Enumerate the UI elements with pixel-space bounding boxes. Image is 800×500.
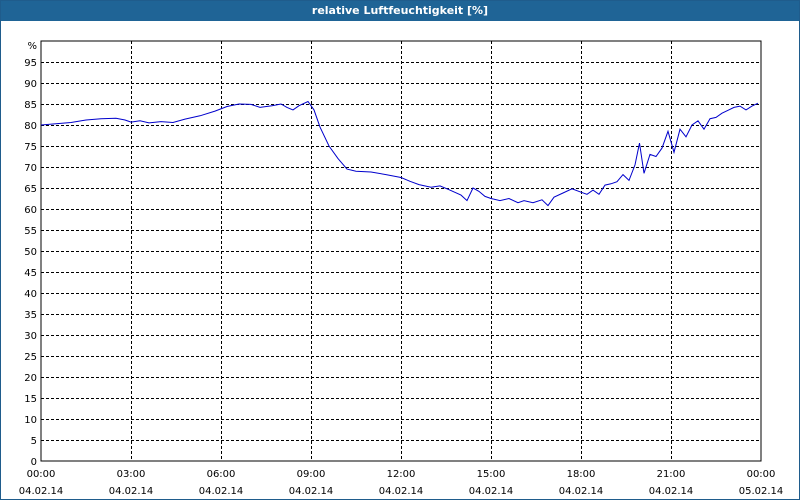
x-tick-date-label: 04.02.14 [109, 486, 154, 497]
x-tick-date-label: 04.02.14 [469, 486, 514, 497]
x-tick-time-label: 12:00 [387, 469, 416, 480]
x-tick-time-label: 09:00 [297, 469, 326, 480]
x-tick-time-label: 03:00 [117, 469, 146, 480]
x-tick-date-label: 04.02.14 [199, 486, 244, 497]
x-tick-time-label: 00:00 [27, 469, 56, 480]
y-tick-label: 5 [31, 436, 37, 447]
x-tick-date-label: 04.02.14 [289, 486, 334, 497]
chart-title: relative Luftfeuchtigkeit [%] [1, 1, 799, 21]
y-tick-label: 70 [24, 163, 37, 174]
y-tick-label: 50 [24, 247, 37, 258]
x-tick-date-label: 04.02.14 [649, 486, 694, 497]
y-tick-label: 55 [24, 226, 37, 237]
x-tick-date-label: 04.02.14 [559, 486, 604, 497]
y-tick-label: 65 [24, 184, 37, 195]
humidity-series-line [40, 100, 759, 207]
y-tick-label: 60 [24, 205, 37, 216]
y-tick-label: 30 [24, 331, 37, 342]
y-tick-label: 40 [24, 289, 37, 300]
y-tick-label: 25 [24, 352, 37, 363]
y-tick-label: 95 [24, 58, 37, 69]
x-tick-date-label: 05.02.14 [739, 486, 784, 497]
y-axis-unit-label: % [27, 41, 37, 52]
y-tick-label: 20 [24, 373, 37, 384]
x-tick-date-label: 04.02.14 [19, 486, 64, 497]
y-tick-label: 90 [24, 79, 37, 90]
y-tick-label: 80 [24, 121, 37, 132]
y-axis-ticks: 0 5 10 15 20 25 30 35 40 45 50 55 60 65 70 75 80 85 90 95 [24, 58, 37, 468]
x-tick-time-label: 00:00 [747, 469, 776, 480]
y-tick-label: 75 [24, 142, 37, 153]
grid [41, 41, 761, 461]
x-tick-time-label: 21:00 [657, 469, 686, 480]
y-tick-label: 10 [24, 415, 37, 426]
x-tick-date-label: 04.02.14 [379, 486, 424, 497]
x-tick-time-label: 18:00 [567, 469, 596, 480]
y-tick-label: 85 [24, 100, 37, 111]
x-axis-ticks: 00:00 04.02.14 03:00 04.02.14 06:00 04.02.14 0… [19, 469, 784, 497]
y-tick-label: 35 [24, 310, 37, 321]
y-tick-label: 15 [24, 394, 37, 405]
y-tick-label: 45 [24, 268, 37, 279]
y-tick-label: 0 [31, 457, 37, 468]
x-tick-time-label: 15:00 [477, 469, 506, 480]
plot-area-border [40, 40, 762, 462]
x-tick-time-label: 06:00 [207, 469, 236, 480]
